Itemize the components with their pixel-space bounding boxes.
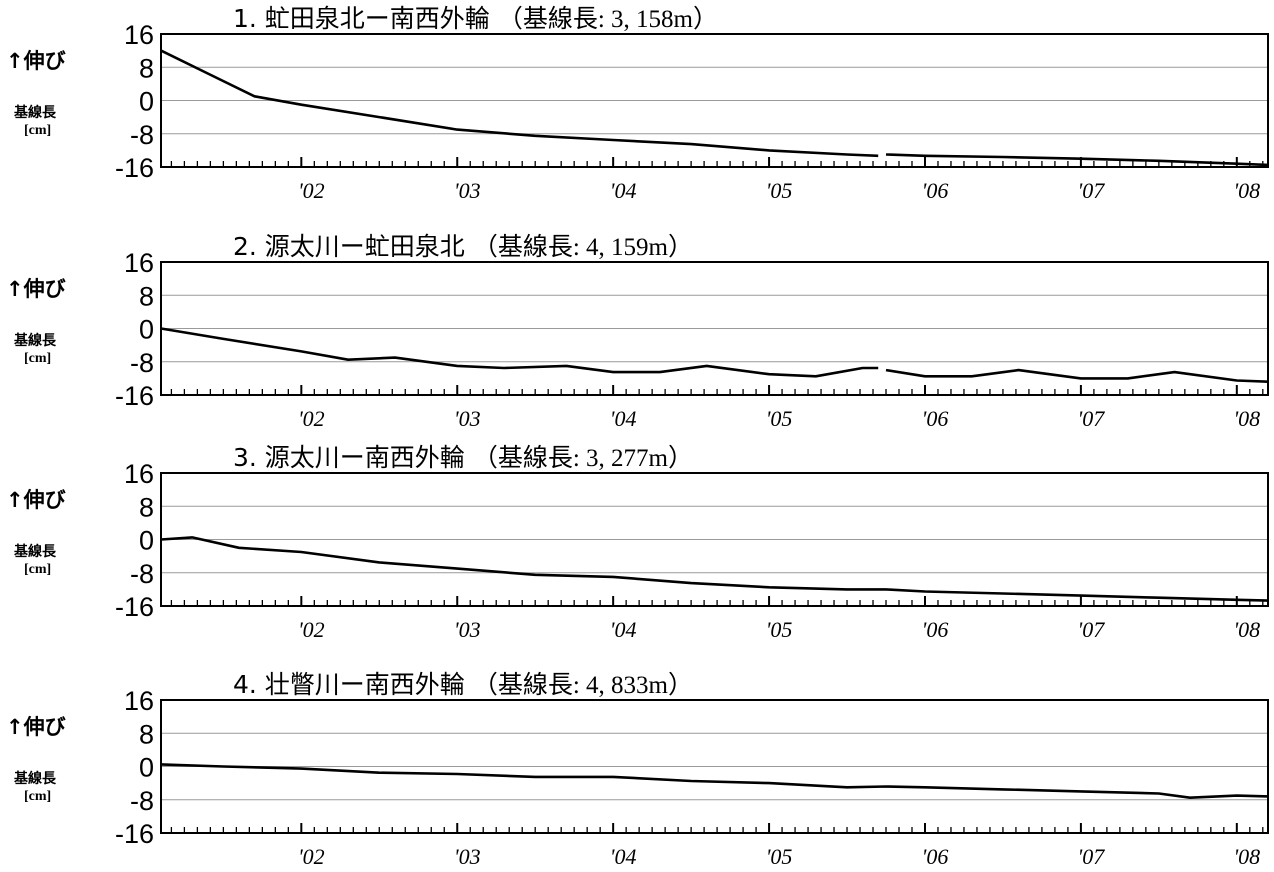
- x-tick-label: '05: [766, 406, 793, 431]
- y-axis-label-stretch: ↑伸び: [6, 488, 66, 512]
- chart-title-baseline: （基線長: 3, 158m）: [498, 5, 718, 33]
- chart-title: 3. 源太川ー南西外輪 （基線長: 3, 277m）: [233, 443, 693, 472]
- x-tick-label: '02: [298, 406, 325, 431]
- x-tick-label: '07: [1078, 178, 1106, 203]
- y-tick-label: 8: [139, 719, 154, 749]
- x-tick-label: '02: [298, 178, 325, 203]
- y-axis-label-stretch: ↑伸び: [6, 49, 66, 73]
- x-tick-label: '08: [1233, 178, 1260, 203]
- x-tick-label: '05: [766, 844, 793, 869]
- y-axis-label-baseline: 基線長: [14, 770, 57, 787]
- y-tick-label: -16: [115, 819, 154, 849]
- y-tick-label: 16: [124, 686, 154, 716]
- x-tick-label: '08: [1233, 406, 1260, 431]
- x-tick-label: '03: [454, 844, 481, 869]
- chart-title-baseline: （基線長: 4, 833m）: [473, 671, 693, 699]
- data-series-line: [885, 153, 1269, 167]
- y-tick-label: 0: [139, 753, 154, 783]
- chart-panel-3: 3. 源太川ー南西外輪 （基線長: 3, 277m）↑伸び基線長[cm]1680-…: [6, 443, 1269, 642]
- plot-frame: [160, 699, 1269, 834]
- chart-title: 4. 壮瞥川ー南西外輪 （基線長: 4, 833m）: [233, 670, 693, 699]
- chart-title-baseline: （基線長: 3, 277m）: [473, 444, 693, 472]
- x-tick-label: '08: [1233, 617, 1260, 642]
- y-tick-label: -16: [115, 381, 154, 411]
- chart-panel-2: 2. 源太川ー虻田泉北 （基線長: 4, 159m）↑伸び基線長[cm]1680-…: [6, 232, 1269, 431]
- chart-title-main: 3. 源太川ー南西外輪: [233, 443, 465, 472]
- x-tick-label: '07: [1078, 617, 1106, 642]
- x-tick-label: '06: [922, 844, 949, 869]
- x-tick-label: '04: [610, 406, 637, 431]
- data-series-line: [885, 368, 1269, 383]
- x-tick-label: '06: [922, 406, 949, 431]
- y-axis-label-unit: [cm]: [24, 562, 51, 577]
- y-axis-label-baseline: 基線長: [14, 543, 57, 560]
- x-tick-label: '03: [454, 178, 481, 203]
- y-tick-label: 0: [139, 87, 154, 117]
- y-tick-label: -16: [115, 592, 154, 622]
- chart-title-main: 2. 源太川ー虻田泉北: [233, 232, 465, 261]
- y-tick-label: 0: [139, 526, 154, 556]
- x-tick-label: '07: [1078, 844, 1106, 869]
- x-tick-label: '07: [1078, 406, 1106, 431]
- chart-panel-4: 4. 壮瞥川ー南西外輪 （基線長: 4, 833m）↑伸び基線長[cm]1680-…: [6, 670, 1269, 869]
- y-tick-label: 16: [124, 459, 154, 489]
- y-tick-label: -16: [115, 153, 154, 183]
- y-axis-label-stretch: ↑伸び: [6, 715, 66, 739]
- y-axis-label-unit: [cm]: [24, 789, 51, 804]
- chart-title: 2. 源太川ー虻田泉北 （基線長: 4, 159m）: [233, 232, 693, 261]
- x-tick-label: '05: [766, 178, 793, 203]
- y-axis-label-baseline: 基線長: [14, 332, 57, 349]
- x-tick-label: '03: [454, 617, 481, 642]
- y-tick-label: 0: [139, 315, 154, 345]
- y-axis-label-stretch: ↑伸び: [6, 277, 66, 301]
- y-tick-label: -8: [130, 786, 154, 816]
- chart-title-baseline: （基線長: 4, 159m）: [473, 233, 693, 261]
- x-tick-label: '04: [610, 617, 637, 642]
- x-tick-label: '06: [922, 617, 949, 642]
- x-tick-label: '08: [1233, 844, 1260, 869]
- data-series-line: [160, 49, 879, 158]
- y-tick-label: 8: [139, 492, 154, 522]
- y-tick-label: 8: [139, 53, 154, 83]
- y-tick-label: 16: [124, 20, 154, 50]
- data-series-line: [160, 327, 879, 378]
- x-tick-label: '02: [298, 844, 325, 869]
- chart-title-main: 1. 虻田泉北ー南西外輪: [233, 4, 490, 33]
- y-tick-label: -8: [130, 120, 154, 150]
- y-tick-label: -8: [130, 559, 154, 589]
- x-tick-label: '03: [454, 406, 481, 431]
- x-tick-label: '05: [766, 617, 793, 642]
- plot-frame: [160, 33, 1269, 168]
- chart-title: 1. 虻田泉北ー南西外輪 （基線長: 3, 158m）: [233, 4, 718, 33]
- data-series-line: [160, 536, 1269, 602]
- y-axis-label-baseline: 基線長: [14, 104, 57, 121]
- y-tick-label: 16: [124, 248, 154, 278]
- x-tick-label: '02: [298, 617, 325, 642]
- x-tick-label: '04: [610, 178, 637, 203]
- y-axis-label-unit: [cm]: [24, 351, 51, 366]
- y-tick-label: 8: [139, 281, 154, 311]
- y-axis-label-unit: [cm]: [24, 123, 51, 138]
- chart-title-main: 4. 壮瞥川ー南西外輪: [233, 670, 465, 699]
- x-tick-label: '04: [610, 844, 637, 869]
- x-tick-label: '06: [922, 178, 949, 203]
- y-tick-label: -8: [130, 348, 154, 378]
- data-series-line: [160, 763, 1269, 800]
